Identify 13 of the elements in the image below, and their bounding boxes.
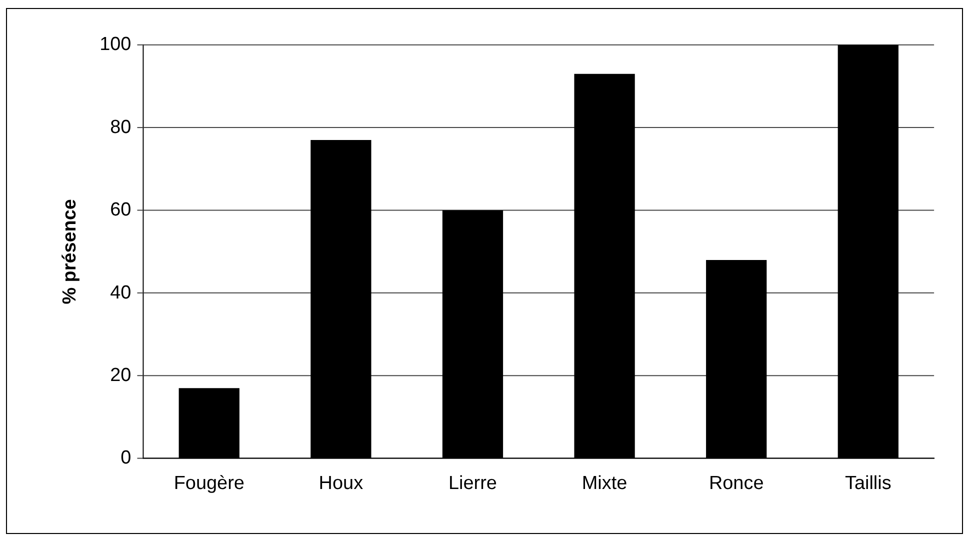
y-tick-label: 80 — [110, 116, 132, 138]
x-tick-label: Ronce — [708, 473, 764, 494]
y-tick-label: 100 — [100, 34, 132, 56]
x-tick-label: Houx — [318, 473, 364, 494]
y-axis-title: % présence — [59, 199, 80, 304]
x-tick-label: Fougère — [174, 473, 244, 494]
y-tick-label: 60 — [110, 200, 132, 221]
x-tick-label: Lierre — [448, 473, 497, 494]
y-tick-label: 0 — [120, 448, 132, 469]
x-tick-label: Mixte — [582, 473, 628, 494]
y-tick-label: 20 — [110, 364, 132, 386]
y-tick-label: 40 — [110, 282, 132, 304]
x-tick-label: Taillis — [844, 473, 892, 494]
